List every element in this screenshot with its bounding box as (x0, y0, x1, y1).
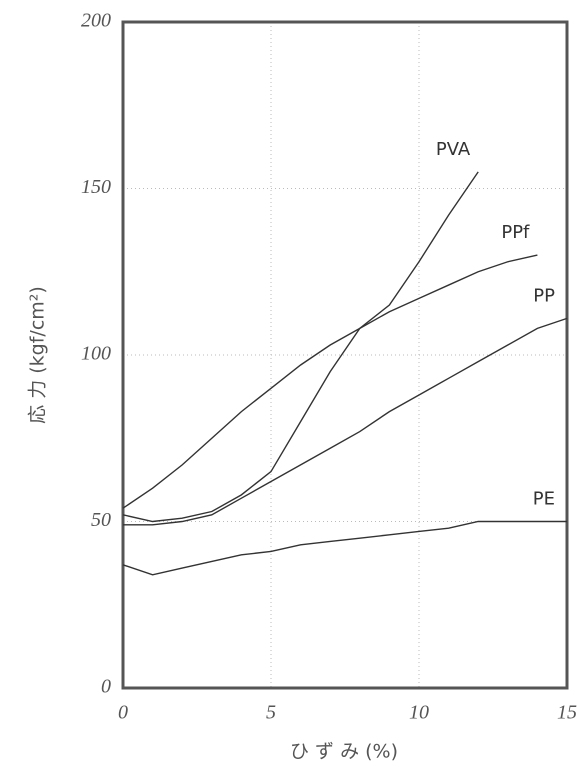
x-tick-label: 0 (118, 702, 128, 724)
series-label: PP (533, 285, 555, 306)
y-axis-label: 応 力 (kgf/cm²) (27, 286, 49, 424)
y-tick-label: 0 (101, 676, 111, 698)
series-label: PVA (436, 139, 471, 160)
series-line (122, 171, 479, 523)
x-tick-label: 10 (409, 702, 429, 724)
series-line (122, 520, 567, 576)
x-axis-label: ひ ず み (%) (290, 741, 398, 763)
series-line (122, 254, 538, 509)
y-tick-label: 100 (81, 343, 111, 365)
series-label: PPf (501, 222, 530, 243)
y-tick-label: 50 (91, 509, 111, 531)
series-line (123, 317, 568, 526)
plot-frame (121, 20, 569, 690)
y-tick-label: 200 (81, 10, 111, 32)
x-tick-label: 15 (557, 702, 577, 724)
series-label: PE (533, 489, 555, 510)
y-tick-label: 150 (81, 176, 111, 198)
x-tick-label: 5 (266, 702, 276, 724)
